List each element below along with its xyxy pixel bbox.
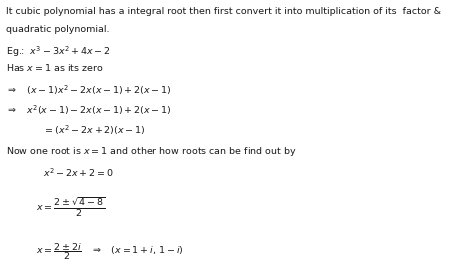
Text: $x^2-2x+2=0$: $x^2-2x+2=0$ xyxy=(43,166,113,179)
Text: Has $x=1$ as its zero: Has $x=1$ as its zero xyxy=(6,62,103,73)
Text: It cubic polynomial has a integral root then first convert it into multiplicatio: It cubic polynomial has a integral root … xyxy=(6,7,441,16)
Text: $\Rightarrow$   $(x-1)x^2-2x(x-1)+2(x-1)$: $\Rightarrow$ $(x-1)x^2-2x(x-1)+2(x-1)$ xyxy=(6,83,172,97)
Text: Now one root is $x=1$ and other how roots can be find out by: Now one root is $x=1$ and other how root… xyxy=(6,145,296,158)
Text: $\Rightarrow$   $x^2(x-1)-2x(x-1)+2(x-1)$: $\Rightarrow$ $x^2(x-1)-2x(x-1)+2(x-1)$ xyxy=(6,104,172,117)
Text: $x=\dfrac{2\pm\sqrt{4-8}}{2}$: $x=\dfrac{2\pm\sqrt{4-8}}{2}$ xyxy=(36,195,105,219)
Text: Eg.:  $x^3-3x^2+4x-2$: Eg.: $x^3-3x^2+4x-2$ xyxy=(6,44,110,59)
Text: quadratic polynomial.: quadratic polynomial. xyxy=(6,25,109,34)
Text: $=(x^2-2x+2)(x-1)$: $=(x^2-2x+2)(x-1)$ xyxy=(43,123,145,137)
Text: $x=\dfrac{2\pm2i}{2}$   $\Rightarrow$   $(x=1+i,\,1-i)$: $x=\dfrac{2\pm2i}{2}$ $\Rightarrow$ $(x=… xyxy=(36,241,183,262)
